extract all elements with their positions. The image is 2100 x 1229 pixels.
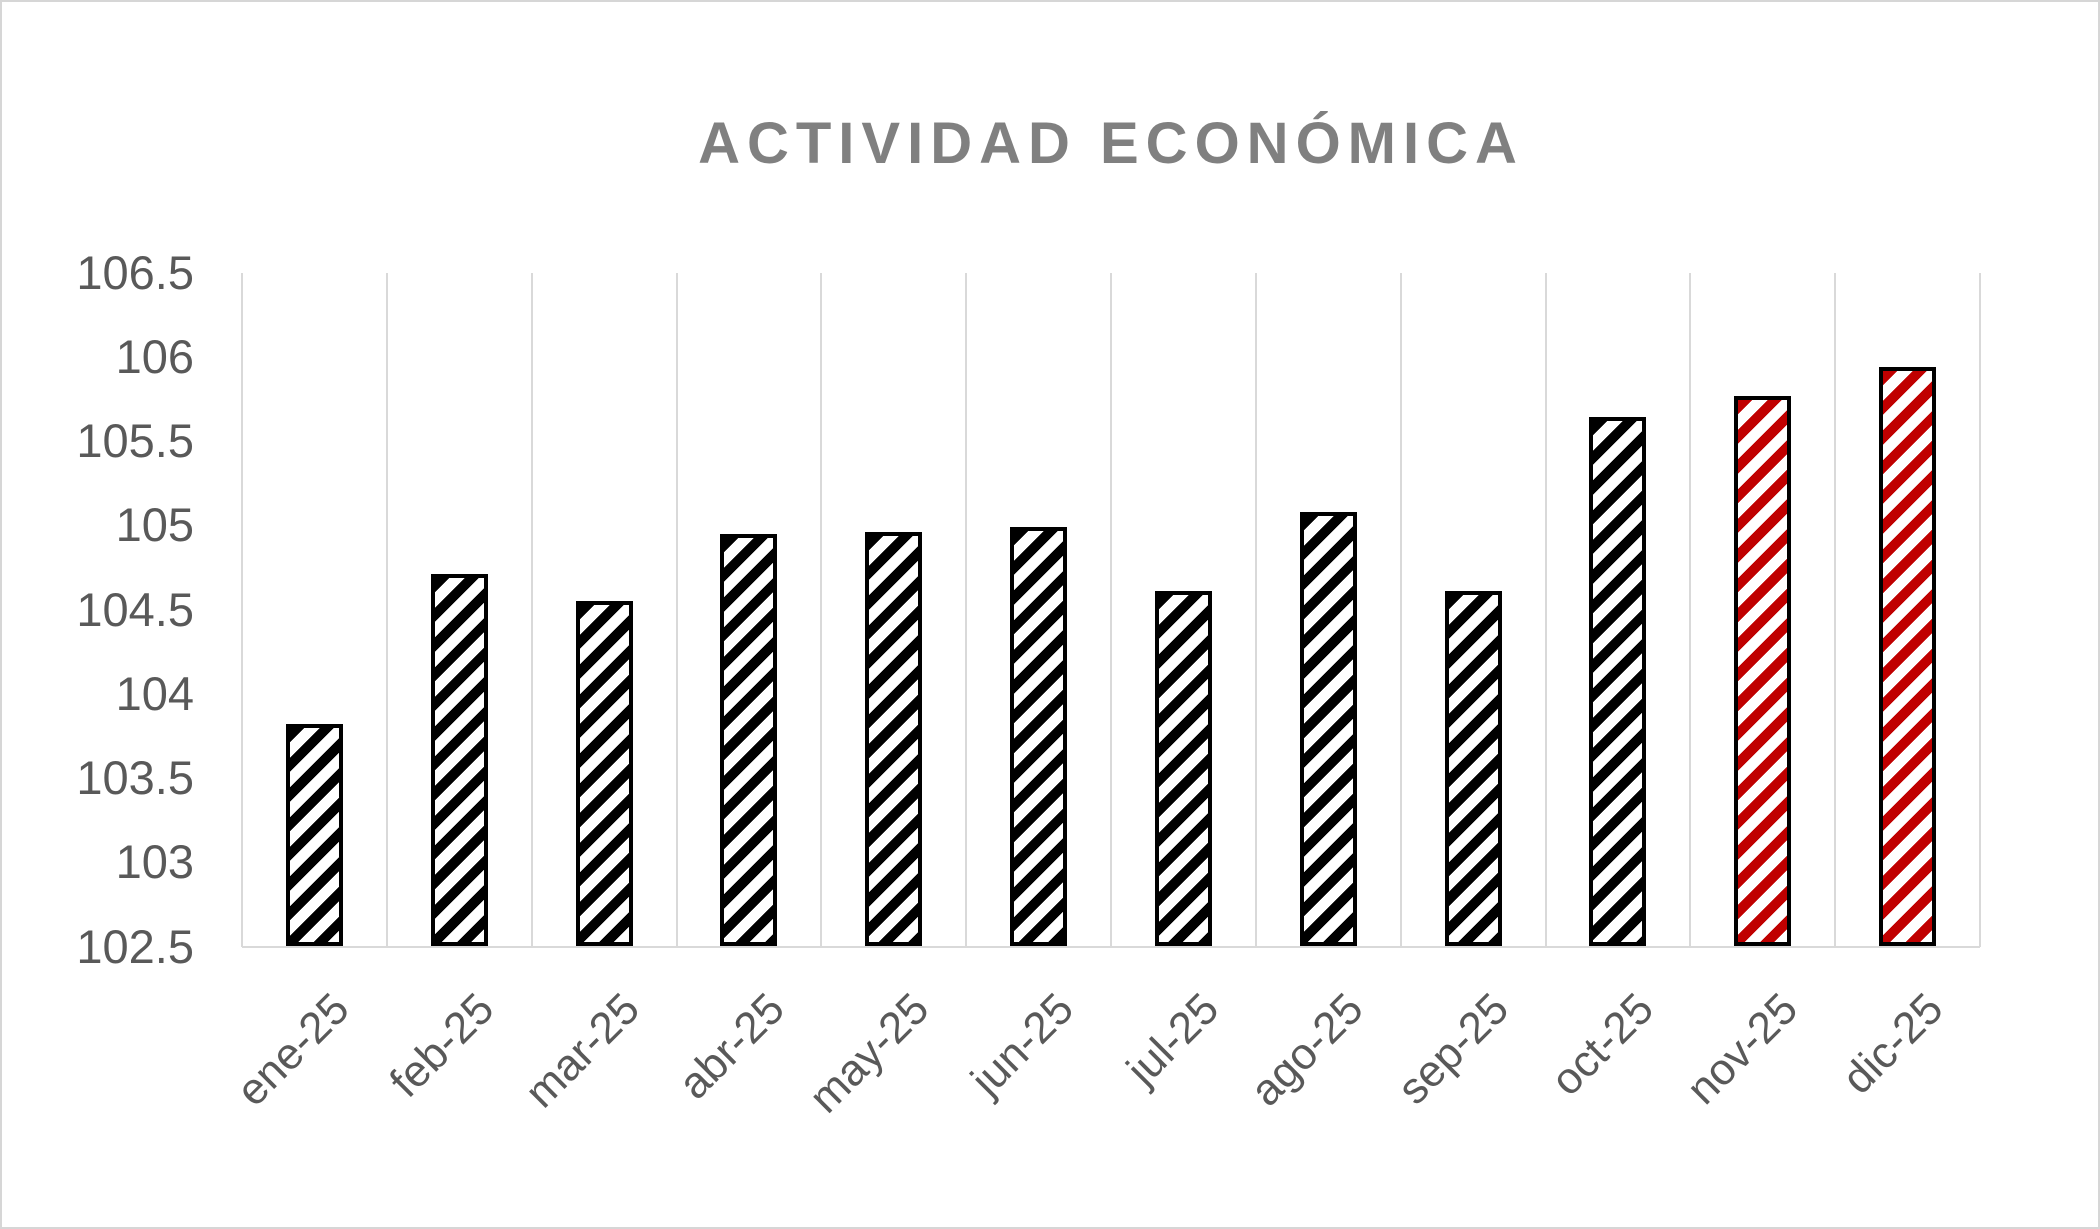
x-axis-tick-label: mar-25 — [515, 984, 649, 1118]
x-axis-tick-label: feb-25 — [381, 984, 504, 1107]
vertical-gridline — [965, 272, 968, 947]
bar-sep-25 — [1444, 590, 1502, 947]
chart-title: ACTIVIDAD ECONÓMICA — [698, 111, 1524, 176]
vertical-gridline — [820, 272, 823, 947]
y-axis-tick-label: 105.5 — [76, 414, 194, 467]
x-axis-tick-label: abr-25 — [668, 984, 794, 1109]
vertical-gridline — [1399, 272, 1402, 947]
vertical-gridline — [1979, 272, 1981, 947]
bar-jun-25 — [1010, 526, 1068, 947]
vertical-gridline — [675, 272, 678, 947]
bar-jul-25 — [1154, 590, 1212, 947]
bar-oct-25 — [1589, 417, 1647, 947]
vertical-gridline — [1110, 272, 1112, 947]
y-axis-tick-label: 106.5 — [76, 245, 194, 299]
x-axis-tick-label: jun-25 — [962, 984, 1084, 1106]
bar-abr-25 — [720, 533, 778, 947]
x-axis-tick-label: ago-25 — [1241, 984, 1373, 1116]
vertical-gridline — [241, 272, 243, 947]
x-axis-line — [242, 945, 1980, 948]
x-axis-tick-label: dic-25 — [1832, 984, 1953, 1104]
y-axis-tick-label: 105 — [115, 498, 194, 552]
vertical-gridline — [1689, 272, 1692, 947]
bar-may-25 — [865, 531, 923, 947]
bar-nov-25 — [1734, 395, 1792, 947]
bar-ago-25 — [1299, 511, 1357, 947]
vertical-gridline — [1254, 272, 1257, 947]
x-axis-tick-label: may-25 — [800, 984, 939, 1123]
vertical-gridline — [385, 272, 388, 947]
y-axis-tick-label: 102.5 — [76, 919, 194, 973]
x-axis-tick-label: sep-25 — [1387, 984, 1518, 1114]
x-axis-tick-label: nov-25 — [1677, 984, 1808, 1114]
vertical-gridline — [1834, 272, 1837, 947]
x-axis-tick-label: ene-25 — [227, 984, 360, 1116]
bar-mar-25 — [575, 601, 633, 947]
y-axis-tick-label: 106 — [115, 329, 194, 383]
y-axis-tick-label: 104 — [115, 666, 194, 720]
y-axis-tick-label: 103 — [115, 835, 194, 889]
vertical-gridline — [530, 272, 533, 947]
bar-ene-25 — [285, 724, 343, 947]
vertical-gridline — [1544, 272, 1547, 947]
bar-dic-25 — [1879, 366, 1937, 947]
y-axis-tick-label: 103.5 — [76, 751, 194, 804]
bar-feb-25 — [430, 574, 488, 947]
x-axis-tick-label: jul-25 — [1117, 984, 1229, 1095]
x-axis-tick-label: oct-25 — [1541, 984, 1663, 1106]
y-axis-tick-label: 104.5 — [76, 582, 194, 636]
